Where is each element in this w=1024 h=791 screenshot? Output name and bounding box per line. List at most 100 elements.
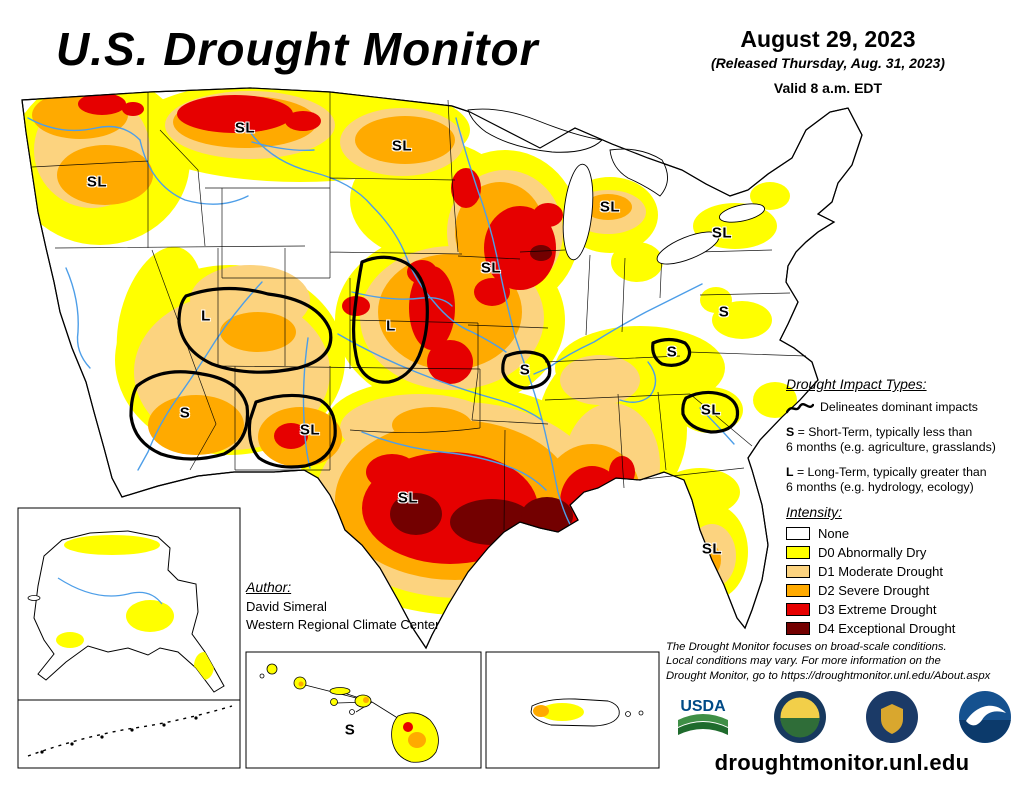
short-term-text1: = Short-Term, typically less than	[797, 425, 973, 440]
legend-swatch-d1	[786, 565, 810, 578]
impact-label-nevada: L	[201, 307, 211, 325]
long-term-line1: L = Long-Term, typically greater than	[786, 465, 1022, 480]
impact-boundary-icon	[786, 402, 814, 413]
legend-label-d0: D0 Abnormally Dry	[818, 545, 927, 560]
lake-erie	[656, 231, 720, 265]
short-term-definition: S = Short-Term, typically less than 6 mo…	[786, 425, 1022, 455]
commerce-logo	[866, 691, 919, 743]
website-url: droughtmonitor.unl.edu	[714, 750, 970, 775]
impact-label-mid-atlantic: S	[718, 303, 730, 321]
impact-label-kentucky: S	[666, 343, 678, 361]
legend-row-d3: D3 Extreme Drought	[786, 602, 1022, 617]
long-term-text1: = Long-Term, typically greater than	[796, 465, 987, 480]
great-lakes	[467, 108, 766, 265]
impact-outline-kentucky	[651, 337, 692, 367]
short-term-letter: S	[786, 425, 795, 440]
legend-label-d1: D1 Moderate Drought	[818, 564, 944, 579]
impact-label-florida: SL	[701, 540, 723, 558]
impact-label-oregon: SL	[86, 173, 108, 191]
alaska-inset	[17, 507, 241, 769]
legend-swatch-d4	[786, 622, 810, 635]
noaa-logo	[958, 691, 1011, 743]
conus-coastline	[21, 87, 863, 650]
lake-superior	[467, 108, 603, 153]
legend-row-d2: D2 Severe Drought	[786, 583, 1022, 598]
impact-label-michigan: SL	[599, 198, 621, 216]
intensity-heading: Intensity:	[786, 504, 843, 520]
legend-swatch-none	[786, 527, 810, 540]
vieques-island	[625, 711, 631, 717]
lake-michigan	[562, 163, 594, 261]
ndmc-logo	[773, 691, 826, 743]
author-name: David Simeral	[246, 598, 327, 614]
legend-label-d2: D2 Severe Drought	[818, 583, 930, 598]
conus-map	[21, 87, 863, 650]
legend-row-d0: D0 Abnormally Dry	[786, 545, 1022, 560]
impact-outline-new-mexico	[247, 393, 337, 469]
impact-outline-arizona	[129, 370, 250, 461]
puerto-rico-drought-fills	[533, 703, 584, 721]
legend-row-d4: D4 Exceptional Drought	[786, 621, 1022, 636]
impact-label-georgia: SL	[700, 401, 722, 419]
impact-outline-missouri	[501, 350, 552, 390]
legend-row-d1: D1 Moderate Drought	[786, 564, 1022, 579]
culebra-island	[638, 710, 644, 716]
legend-label-d4: D4 Exceptional Drought	[818, 621, 956, 636]
impact-label-new-mexico: SL	[299, 421, 321, 439]
lake-ontario	[718, 203, 766, 223]
hawaii-inset	[245, 651, 482, 769]
impact-types-heading: Drought Impact Types:	[786, 376, 927, 392]
disclaimer-line3: Drought Monitor, go to https://droughtmo…	[666, 669, 991, 682]
impact-label-northeast: SL	[711, 224, 733, 242]
disclaimer-line1: The Drought Monitor focuses on broad-sca…	[666, 641, 947, 653]
date-block: August 29, 2023 (Released Thursday, Aug.…	[648, 26, 1008, 96]
long-term-letter: L	[786, 465, 794, 480]
impact-label-iowa: L	[386, 317, 396, 335]
legend-swatch-d3	[786, 603, 810, 616]
legend-swatch-d0	[786, 546, 810, 559]
release-date: (Released Thursday, Aug. 31, 2023)	[711, 55, 945, 71]
short-term-line2: 6 months (e.g. agriculture, grasslands)	[786, 440, 996, 455]
disclaimer: The Drought Monitor focuses on broad-sca…	[666, 640, 1020, 683]
state-borders	[31, 92, 807, 531]
disclaimer-line2: Local conditions may vary. For more info…	[666, 655, 941, 668]
impact-label-hawaii: S	[344, 721, 356, 739]
impact-label-texas: SL	[397, 489, 419, 507]
puerto-rico-inset	[485, 651, 660, 769]
drought-fills	[22, 88, 797, 615]
usda-logo-text: USDA	[680, 698, 726, 715]
delineates-row: Delineates dominant impacts	[786, 400, 1022, 415]
legend-label-d3: D3 Extreme Drought	[818, 602, 937, 617]
long-term-definition: L = Long-Term, typically greater than 6 …	[786, 465, 1022, 495]
impact-label-minnesota: SL	[480, 259, 502, 277]
valid-time: Valid 8 a.m. EDT	[773, 80, 883, 96]
bering-island	[27, 595, 41, 601]
legend-swatch-d2	[786, 584, 810, 597]
aleutian-islands	[27, 705, 233, 757]
usda-logo: USDA	[672, 694, 734, 740]
author-org: Western Regional Climate Center	[246, 617, 440, 633]
impact-types-panel: Drought Impact Types: Delineates dominan…	[786, 376, 1022, 495]
intensity-legend: Intensity: None D0 Abnormally Dry D1 Mod…	[786, 504, 1022, 636]
impact-outline-nevada-utah	[177, 286, 333, 374]
impact-label-arizona: S	[179, 404, 191, 422]
legend-label-none: None	[818, 526, 850, 541]
impact-outline-georgia	[681, 390, 740, 434]
legend-row-none: None	[786, 526, 1022, 541]
impact-label-north-dakota: SL	[391, 137, 413, 155]
impact-label-missouri: S	[519, 361, 531, 379]
long-term-line2: 6 months (e.g. hydrology, ecology)	[786, 480, 974, 495]
lake-huron	[609, 148, 668, 197]
delineates-label: Delineates dominant impacts	[820, 400, 978, 415]
author-heading: Author:	[246, 579, 292, 595]
impact-outlines	[129, 255, 740, 469]
impact-outline-iowa	[351, 255, 429, 384]
map-date: August 29, 2023	[740, 26, 916, 52]
agency-logos: USDA	[672, 688, 1012, 746]
short-term-line1: S = Short-Term, typically less than	[786, 425, 1022, 440]
impact-label-montana: SL	[234, 119, 256, 137]
page-title: U.S. Drought Monitor	[56, 23, 539, 75]
author-block: Author: David Simeral Western Regional C…	[246, 578, 439, 635]
